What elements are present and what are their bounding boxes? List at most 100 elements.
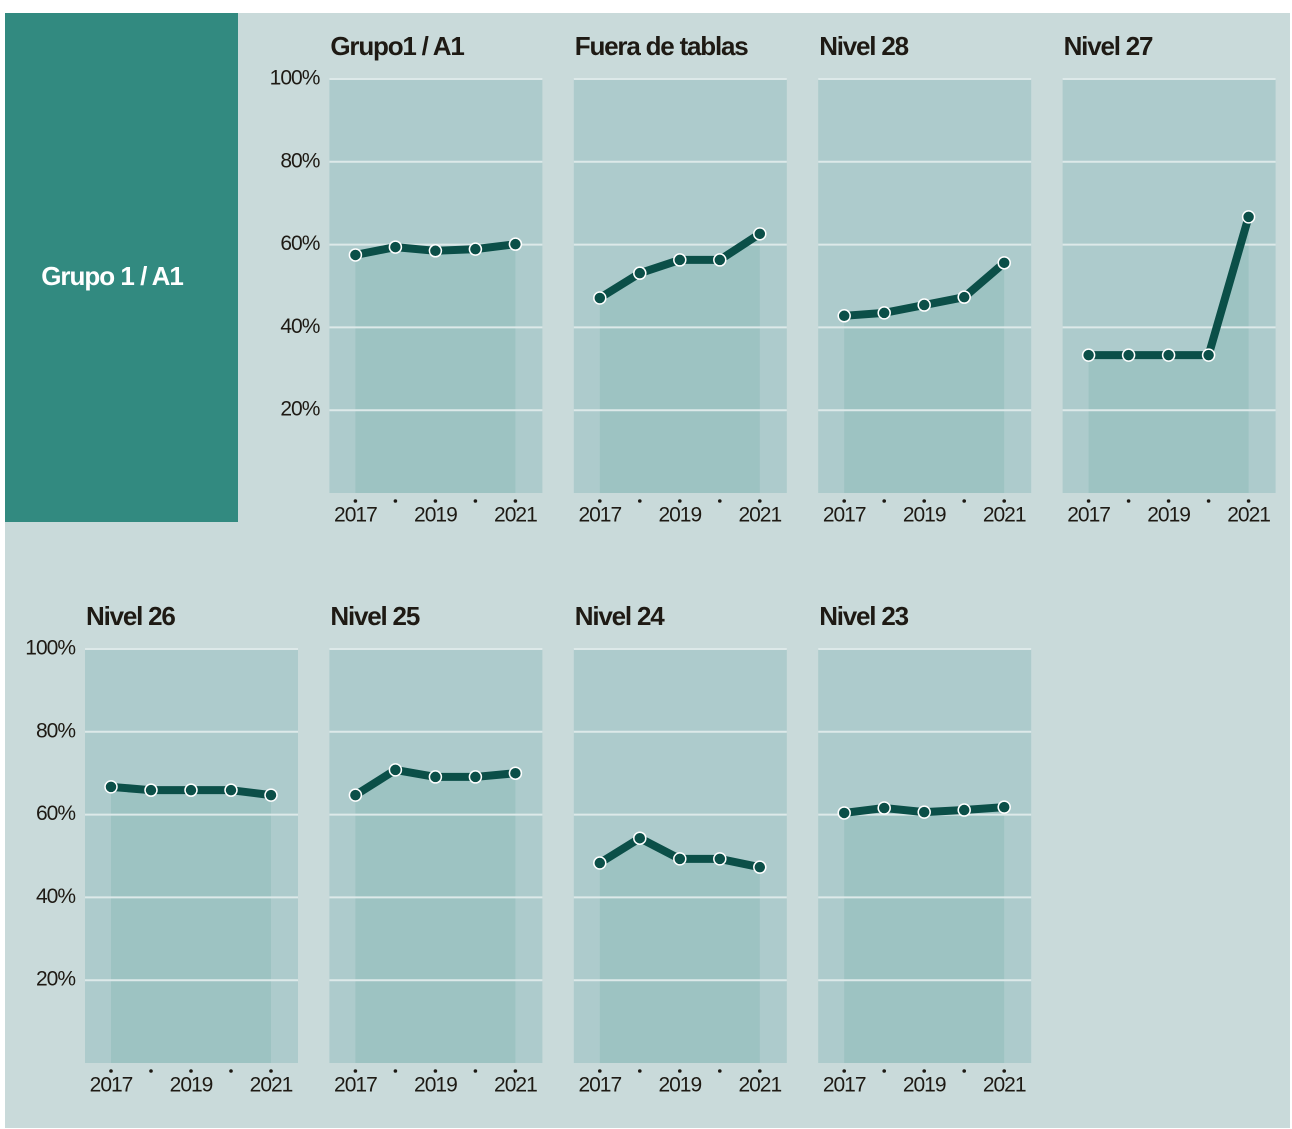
x-tick-mark (1206, 499, 1211, 503)
panel-title: Nivel 25 (330, 601, 419, 631)
point (428, 244, 443, 258)
point (713, 253, 727, 267)
point (508, 237, 523, 251)
x-tick-mark (678, 1069, 682, 1073)
point (633, 831, 647, 845)
point (104, 780, 118, 794)
sidebar (5, 13, 238, 522)
point (877, 801, 891, 815)
x-tick-mark (353, 1069, 358, 1073)
x-tick-mark (393, 1069, 398, 1073)
point (348, 248, 363, 262)
panel-title: Nivel 27 (1064, 31, 1153, 61)
x-tick-mark (758, 1069, 762, 1073)
x-tick-mark (962, 1069, 966, 1073)
x-tick-mark (1126, 499, 1131, 503)
x-tick-label: 2021 (1227, 504, 1270, 527)
y-tick-label: 20% (36, 968, 75, 991)
point (753, 227, 767, 241)
point (753, 860, 767, 874)
x-tick-label: 2021 (738, 504, 781, 527)
point (388, 240, 403, 254)
area (355, 244, 516, 493)
point (593, 856, 607, 870)
x-tick-mark (882, 499, 886, 503)
point (428, 770, 443, 784)
y-tick-label: 100% (270, 67, 320, 90)
y-tick-label: 80% (36, 719, 75, 742)
point (673, 253, 687, 267)
point (713, 852, 727, 866)
panel-title: Fuera de tablas (575, 31, 748, 61)
x-tick-label: 2017 (334, 1074, 377, 1097)
sidebar-label: Grupo 1 / A1 (41, 261, 183, 291)
x-tick-mark (922, 499, 926, 503)
x-tick-label: 2019 (903, 1074, 946, 1097)
x-tick-mark (1086, 499, 1091, 503)
y-tick-label: 20% (280, 398, 319, 421)
x-tick-mark (718, 499, 722, 503)
panel-title: Nivel 28 (819, 31, 908, 61)
point (837, 309, 851, 323)
x-tick-label: 2019 (1147, 504, 1190, 527)
point (673, 852, 687, 866)
point (1161, 348, 1176, 362)
y-tick-label: 60% (280, 232, 319, 255)
point (348, 788, 363, 802)
point (1121, 348, 1136, 362)
x-tick-mark (109, 1069, 113, 1073)
point (997, 800, 1011, 814)
x-tick-mark (1002, 1069, 1006, 1073)
x-tick-mark (718, 1069, 722, 1073)
x-tick-label: 2019 (414, 504, 457, 527)
point (917, 805, 931, 819)
point (1241, 210, 1256, 224)
point (877, 306, 891, 320)
point (837, 806, 851, 820)
point (144, 783, 158, 797)
x-tick-label: 2021 (983, 1074, 1026, 1097)
area (355, 769, 516, 1063)
x-tick-mark (678, 499, 682, 503)
x-tick-mark (758, 499, 762, 503)
point (1201, 348, 1216, 362)
y-tick-label: 80% (280, 149, 319, 172)
x-tick-mark (149, 1069, 153, 1073)
point (593, 291, 607, 305)
x-tick-mark (1246, 499, 1251, 503)
x-tick-label: 2017 (823, 1074, 866, 1097)
x-tick-mark (189, 1069, 193, 1073)
area (111, 786, 271, 1063)
x-tick-mark (962, 499, 966, 503)
x-tick-label: 2017 (578, 504, 621, 527)
x-tick-label: 2021 (494, 1074, 537, 1097)
point (468, 242, 483, 256)
point (468, 770, 483, 784)
x-tick-label: 2019 (414, 1074, 457, 1097)
panel-title: Grupo1 / A1 (330, 31, 464, 61)
x-tick-label: 2017 (823, 504, 866, 527)
x-tick-label: 2019 (658, 504, 701, 527)
y-tick-label: 60% (36, 802, 75, 825)
point (633, 266, 647, 280)
x-tick-mark (638, 499, 642, 503)
area (1088, 216, 1249, 493)
x-tick-mark (513, 499, 518, 503)
x-tick-mark (393, 499, 398, 503)
y-tick-label: 40% (36, 885, 75, 908)
x-tick-label: 2017 (334, 504, 377, 527)
y-tick-label: 100% (25, 637, 75, 660)
x-tick-label: 2019 (658, 1074, 701, 1097)
area (844, 262, 1005, 493)
point (917, 298, 931, 312)
x-tick-label: 2017 (578, 1074, 621, 1097)
x-tick-mark (229, 1069, 233, 1073)
point (997, 256, 1011, 270)
x-tick-label: 2017 (90, 1074, 133, 1097)
x-tick-label: 2021 (738, 1074, 781, 1097)
x-tick-mark (638, 1069, 642, 1073)
x-tick-mark (842, 499, 846, 503)
panel-title: Nivel 26 (86, 601, 175, 631)
